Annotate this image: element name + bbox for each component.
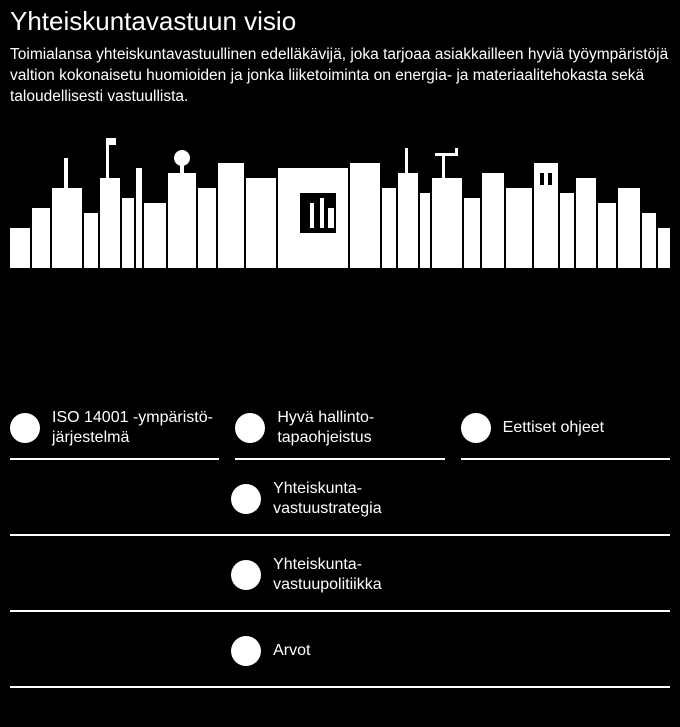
skyline-graphic (10, 118, 670, 268)
tier-2: Yhteiskunta-vastuupolitiikka (10, 550, 670, 612)
bullet-dot-icon (231, 484, 261, 514)
bullet-dot-icon (231, 636, 261, 666)
tier-label: ISO 14001 -ympäristö-järjestelmä (52, 408, 213, 448)
page-description: Toimialansa yhteiskuntavastuullinen edel… (10, 45, 670, 108)
tier-row: Arvot (10, 626, 670, 676)
tier-row: Yhteiskunta-vastuupolitiikka (10, 550, 670, 600)
tier-stack: ISO 14001 -ympäristö-järjestelmä Hyvä hal… (10, 408, 670, 688)
tier-label: Yhteiskunta-vastuupolitiikka (273, 555, 382, 595)
infographic-root: Yhteiskuntavastuun visio Toimialansa yht… (0, 0, 680, 688)
tier-label: Eettiset ohjeet (503, 418, 604, 438)
tier-row: ISO 14001 -ympäristö-järjestelmä Hyvä hal… (10, 408, 670, 460)
tier-row: Yhteiskunta-vastuustrategia (10, 474, 670, 524)
tier-cell: Hyvä hallinto-tapaohjeistus (235, 408, 444, 460)
bullet-dot-icon (235, 413, 265, 443)
tier-cell: ISO 14001 -ympäristö-järjestelmä (10, 408, 219, 460)
tier-3: Arvot (10, 626, 670, 688)
bullet-dot-icon (231, 560, 261, 590)
tier-cell: Yhteiskunta-vastuustrategia (231, 474, 449, 524)
bullet-dot-icon (10, 413, 40, 443)
tier-label: Hyvä hallinto-tapaohjeistus (277, 408, 374, 448)
spacer (10, 268, 670, 408)
tier-cell: Arvot (231, 626, 449, 676)
page-title: Yhteiskuntavastuun visio (10, 6, 670, 37)
bullet-dot-icon (461, 413, 491, 443)
tier-cell: Eettiset ohjeet (461, 408, 670, 460)
tier-1: Yhteiskunta-vastuustrategia (10, 474, 670, 536)
tier-cell: Yhteiskunta-vastuupolitiikka (231, 550, 449, 600)
tier-label: Arvot (273, 641, 310, 661)
tier-0: ISO 14001 -ympäristö-järjestelmä Hyvä hal… (10, 408, 670, 460)
tier-label: Yhteiskunta-vastuustrategia (273, 479, 382, 519)
